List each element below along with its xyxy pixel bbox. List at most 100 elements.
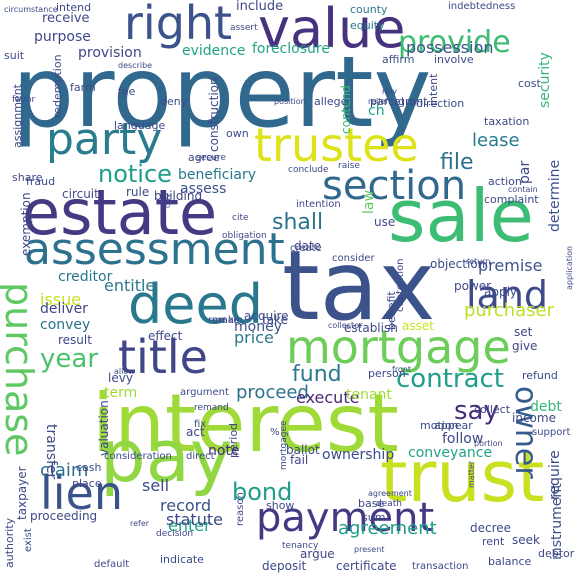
word-seek: seek — [512, 533, 540, 547]
word-indebtedness: indebtedness — [448, 1, 516, 12]
word-redemption: redemption — [51, 54, 64, 118]
word-conveyance: conveyance — [408, 445, 493, 461]
word-obligation: obligation — [222, 231, 267, 241]
word-deny: deny — [160, 95, 188, 108]
word-record: record — [160, 496, 212, 515]
word-income: income — [512, 411, 556, 425]
word-county: county — [350, 3, 388, 16]
word-purchase: purchase — [0, 282, 41, 457]
word-direction: direction — [416, 97, 465, 110]
word-follow: follow — [442, 431, 484, 447]
word-share: share — [12, 171, 43, 184]
word-position: position — [274, 97, 306, 106]
word-action: action — [488, 175, 522, 188]
word-consideration: consideration — [104, 451, 172, 462]
word-mortgage: mortgage — [286, 320, 511, 374]
word-estate: estate — [22, 176, 218, 249]
word-sum: sum — [362, 511, 386, 524]
word-provide: provide — [398, 25, 511, 60]
word-levy: levy — [108, 371, 133, 385]
word-secure: secure — [196, 153, 226, 163]
word-creditor: creditor — [58, 269, 113, 285]
word-foreclosure: foreclosure — [252, 41, 330, 57]
word-complaint: complaint — [484, 193, 539, 206]
word-proceed: proceed — [236, 382, 309, 403]
word-raise: raise — [338, 161, 360, 171]
word-argument: argument — [180, 387, 229, 398]
word-default: default — [94, 559, 130, 570]
word-motion: motion — [420, 419, 459, 432]
word-issue: issue — [40, 290, 82, 309]
word-contain: contain — [508, 185, 538, 194]
word-fee: fee — [118, 85, 136, 98]
word-portion: portion — [474, 439, 503, 448]
word-pay: pay — [100, 414, 233, 498]
word-power: power — [454, 279, 492, 293]
word-involve: involve — [434, 53, 474, 66]
word-assignment: assignment — [11, 84, 24, 148]
word-proceeding: proceeding — [30, 509, 98, 523]
word-acquire: acquire — [244, 309, 289, 323]
word-trust: trust — [380, 436, 545, 518]
word-deposit: deposit — [262, 559, 307, 573]
word-value: value — [258, 0, 406, 60]
word-intention: intention — [296, 199, 341, 210]
word-payment: payment — [256, 495, 435, 541]
word-base: base — [358, 497, 385, 510]
word-take: take — [262, 313, 288, 327]
word-right: right — [124, 0, 233, 50]
word-decision: decision — [156, 529, 194, 539]
word-allege: allege — [314, 95, 348, 108]
word-make: make — [212, 315, 240, 326]
word-say: say — [454, 396, 499, 426]
word-property: property — [12, 36, 432, 150]
word-allow: allow — [114, 367, 135, 376]
word-direct: direct — [186, 451, 215, 462]
word-party: party — [46, 114, 163, 165]
word-entitle: entitle — [104, 276, 156, 295]
word-death: death — [376, 499, 402, 509]
word-debtor: debtor — [538, 547, 575, 560]
word-reason: reason — [235, 492, 246, 526]
word-transaction: transaction — [412, 561, 469, 572]
word-term: term — [104, 385, 138, 401]
word-deliver: deliver — [40, 301, 88, 317]
word-matter: matter — [467, 460, 476, 488]
word-circumstance: circumstance — [4, 5, 58, 14]
word-receive: receive — [42, 11, 90, 26]
word-interest: interest — [92, 377, 399, 470]
word-consider: consider — [332, 253, 375, 264]
word-fund: fund — [292, 362, 342, 387]
word-evidence: evidence — [182, 43, 246, 59]
word-sale: sale — [388, 174, 534, 258]
word-apply: apply — [484, 285, 518, 299]
word-set: set — [514, 325, 533, 339]
word-circuit: circuit — [62, 187, 99, 201]
word-premise: premise — [478, 256, 543, 275]
word-note: note — [208, 443, 240, 459]
word-mortgagee: mortgagee — [279, 420, 289, 470]
word-agreement: agreement — [368, 489, 412, 498]
word-beneficiary: beneficiary — [178, 167, 257, 183]
word-language: language — [114, 119, 166, 132]
word-exemption: exemption — [19, 192, 33, 256]
word-taxpayer: taxpayer — [15, 466, 29, 520]
word-fail: fail — [290, 453, 309, 467]
word-suit: suit — [4, 49, 25, 62]
word-statute: statute — [166, 510, 223, 529]
word-benefit: benefit — [385, 291, 398, 330]
word-notice: notice — [98, 160, 172, 188]
word-contract: contract — [396, 364, 504, 394]
word-balance: balance — [488, 555, 532, 568]
word-cite: cite — [232, 213, 249, 223]
word-date: date — [294, 239, 322, 253]
word-assessment: assessment — [24, 224, 285, 275]
word-possession: possession — [406, 38, 494, 57]
word-conclude: conclude — [288, 165, 329, 175]
word-objection: objection — [430, 257, 486, 271]
word-person: person — [368, 367, 406, 380]
word-indicate: indicate — [160, 553, 204, 566]
word-support: support — [532, 427, 571, 438]
word-claim: claim — [40, 460, 89, 481]
